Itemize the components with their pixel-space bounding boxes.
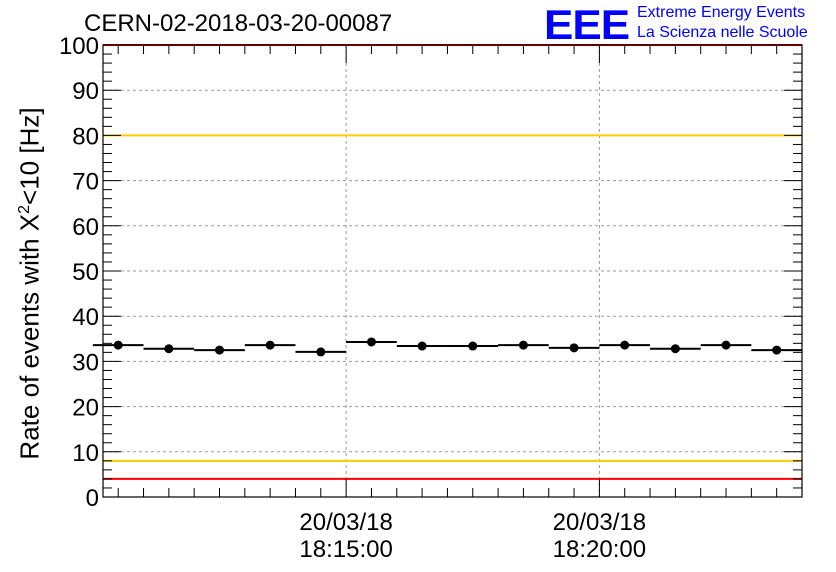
y-axis-title-pre: Rate of events with X	[14, 213, 45, 460]
y-tick-label: 0	[86, 485, 99, 512]
logo-text-line-1: Extreme Energy Events	[637, 4, 806, 21]
x-tick-label-time: 18:20:00	[553, 536, 646, 563]
y-axis-title: Rate of events with X2<10 [Hz]	[15, 74, 46, 494]
data-point	[620, 340, 630, 350]
data-point	[518, 340, 528, 350]
chart-title: CERN-02-2018-03-20-00087	[84, 10, 393, 37]
y-axis-title-sup: 2	[15, 204, 33, 214]
x-tick-label-date: 20/03/18	[553, 509, 646, 536]
data-point	[772, 345, 782, 355]
y-tick-label: 40	[72, 304, 99, 331]
data-point	[215, 345, 224, 355]
y-tick-label: 60	[72, 214, 99, 241]
y-tick-label: 30	[72, 349, 99, 376]
y-tick-label: 10	[72, 440, 99, 467]
y-tick-label: 100	[59, 33, 99, 60]
data-point	[316, 347, 326, 357]
data-point	[265, 340, 275, 350]
data-point	[113, 340, 123, 350]
data-point	[417, 341, 427, 351]
y-tick-label: 90	[72, 78, 99, 105]
data-point	[468, 341, 478, 351]
y-tick-label: 20	[72, 395, 99, 422]
y-tick-label: 70	[72, 169, 99, 196]
x-tick-label-date: 20/03/18	[299, 509, 392, 536]
y-tick-label: 80	[72, 123, 99, 150]
y-axis-title-post: <10 [Hz]	[14, 107, 45, 205]
data-point	[670, 344, 680, 354]
data-point	[721, 340, 731, 350]
logo-text-line-2: La Scienza nelle Scuole	[637, 24, 808, 41]
data-point	[164, 344, 174, 354]
x-tick-label-time: 18:15:00	[299, 536, 392, 563]
y-tick-label: 50	[72, 259, 99, 286]
eee-logo-mark: EEE	[544, 2, 630, 49]
data-point	[569, 343, 579, 353]
data-point	[366, 337, 376, 347]
